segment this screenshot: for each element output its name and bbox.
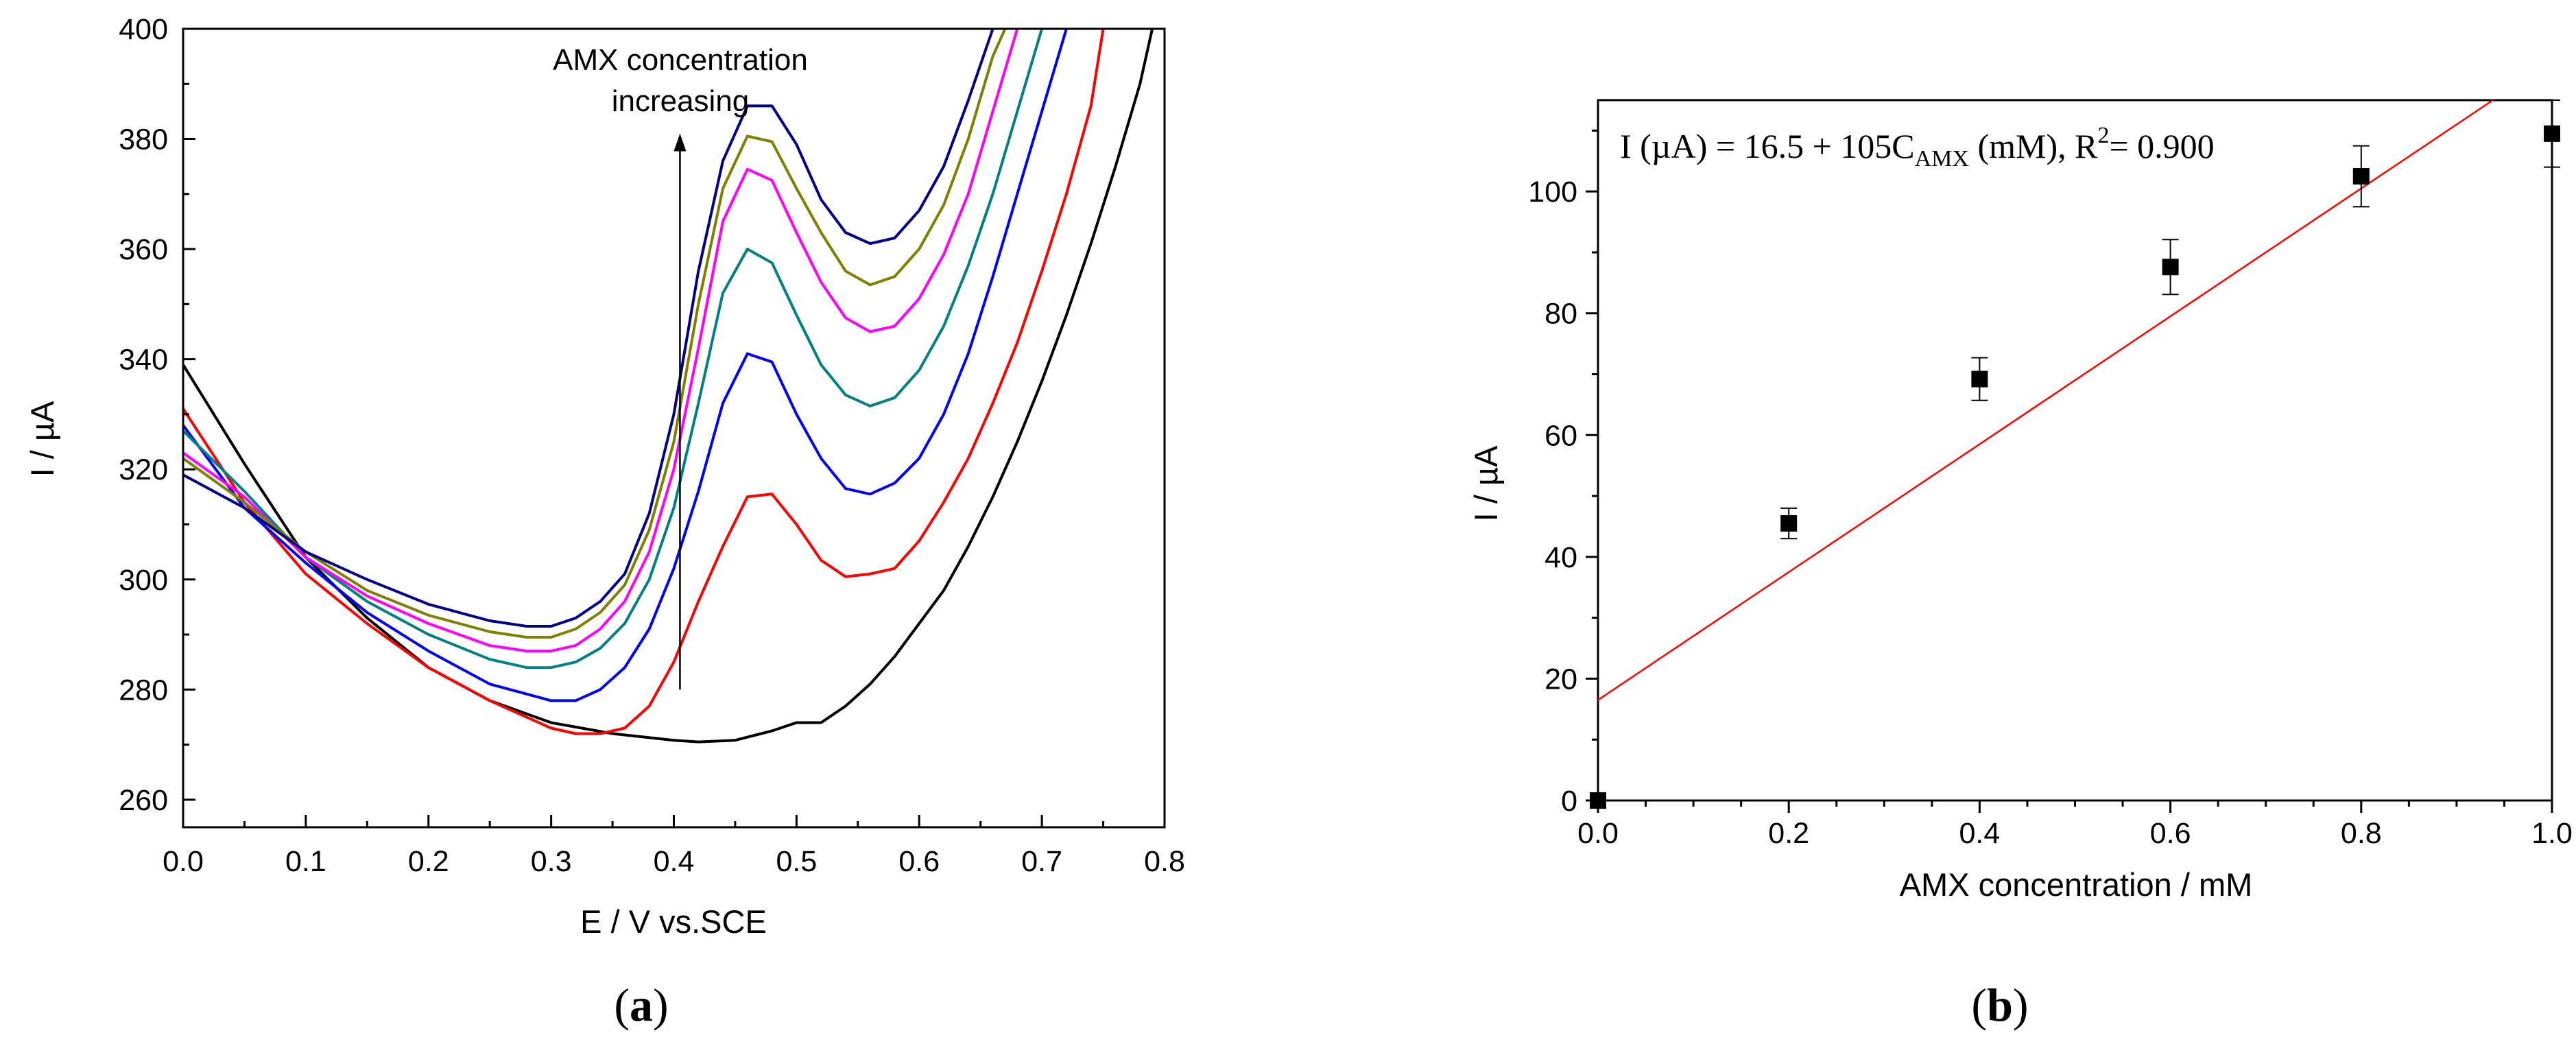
panel-b-ticks: 0.0 0.2 0.4 0.6 0.8 1.0 0 20 40 60 80 100 (1528, 129, 2573, 850)
panel-a-chart: 0.0 0.1 0.2 0.3 0.4 0.5 0.6 0.7 0.8 260 280 300 320 3… (24, 13, 1185, 1031)
y-tick-label: 340 (119, 344, 168, 377)
y-tick-label: 300 (119, 564, 168, 597)
panel-b-fit-group (1597, 99, 2494, 701)
x-tick-label: 0.6 (898, 845, 940, 878)
data-point-3 (2162, 259, 2179, 276)
y-tick-label: 320 (119, 453, 168, 486)
x-tick-label: 0.0 (1577, 817, 1619, 850)
x-tick-label: 0.8 (1144, 845, 1185, 878)
panel-b-x-axis-label: AMX concentration / mM (1900, 866, 2253, 903)
annotation-arrowhead (673, 133, 687, 152)
y-tick-label: 0 (1561, 785, 1577, 818)
x-tick-label: 0.2 (408, 845, 449, 878)
data-point-4 (2352, 167, 2370, 185)
x-tick-label: 0.1 (285, 845, 326, 878)
panel-b-label: (b) (1971, 979, 2028, 1031)
panel-b-chart: 0.0 0.2 0.4 0.6 0.8 1.0 0 20 40 60 80 100 I (µA) = … (1468, 99, 2573, 1031)
panel-b-plot-frame (1597, 99, 2553, 802)
x-tick-label: 0.4 (1959, 817, 2001, 850)
series-line-6 (182, 28, 994, 628)
x-tick-label: 0.5 (776, 845, 817, 878)
x-tick-label: 0.7 (1021, 845, 1062, 878)
data-point-2 (1971, 370, 1988, 388)
data-point-5 (2544, 125, 2560, 142)
x-tick-label: 0.0 (163, 845, 204, 878)
fit-line (1597, 99, 2494, 701)
panel-a-plot-frame (182, 27, 1166, 829)
y-tick-label: 380 (119, 123, 168, 156)
y-tick-label: 280 (119, 674, 168, 707)
y-tick-label: 260 (119, 784, 168, 817)
panel-b-points (1590, 99, 2560, 809)
data-point-0 (1590, 792, 1606, 809)
fit-equation: I (µA) = 16.5 + 105CAMX (mM), R2= 0.900 (1620, 123, 2215, 171)
series-line-5 (182, 28, 1007, 639)
x-tick-label: 0.4 (654, 845, 695, 878)
series-line-2 (182, 28, 1068, 702)
series-line-4 (182, 28, 1019, 653)
panel-a-series-group (182, 28, 1154, 744)
series-line-1 (182, 28, 1105, 735)
annotation-text-line2: increasing (612, 84, 750, 118)
y-tick-label: 360 (119, 233, 168, 266)
x-tick-label: 0.8 (2341, 817, 2382, 850)
y-tick-label: 400 (119, 13, 168, 46)
annotation-text-line1: AMX concentration (553, 43, 808, 77)
panel-a-label: (a) (614, 979, 668, 1031)
y-tick-label: 60 (1545, 419, 1577, 452)
x-tick-label: 0.3 (531, 845, 572, 878)
x-tick-label: 0.2 (1768, 817, 1809, 850)
y-tick-label: 40 (1545, 541, 1577, 574)
panel-a-annotation: AMX concentration increasing (553, 43, 808, 690)
series-line-0 (182, 28, 1154, 744)
y-tick-label: 100 (1528, 176, 1577, 209)
panel-a-x-axis-label: E / V vs.SCE (580, 903, 767, 940)
series-line-3 (182, 28, 1044, 669)
panel-b-y-axis-label: I / µA (1468, 445, 1504, 521)
panel-a-ticks: 0.0 0.1 0.2 0.3 0.4 0.5 0.6 0.7 0.8 260 280 300 320 3… (119, 13, 1185, 878)
panel-a-y-axis-label: I / µA (24, 401, 60, 477)
x-tick-label: 0.6 (2150, 817, 2191, 850)
data-point-1 (1780, 515, 1798, 532)
y-tick-label: 20 (1545, 663, 1577, 696)
y-tick-label: 80 (1545, 298, 1577, 331)
x-tick-label: 1.0 (2531, 817, 2573, 850)
